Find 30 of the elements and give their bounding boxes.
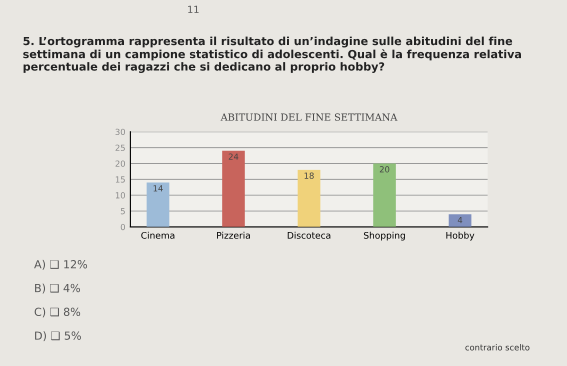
bar (298, 170, 320, 227)
text: B) ❑ 4% (35, 284, 80, 294)
data-label: 24 (228, 153, 238, 160)
y-tick-label: 15 (116, 176, 125, 183)
bar (373, 163, 396, 227)
text: contrario scelto (465, 344, 530, 350)
x-tick-label: Cinema (141, 232, 174, 239)
text: C) ❑ 8% (34, 307, 80, 318)
bar (448, 214, 472, 227)
y-tick-label: 10 (116, 192, 125, 198)
data-label: 4 (458, 217, 462, 224)
text: 11 (188, 6, 199, 13)
y-tick-label: 5 (120, 208, 125, 214)
x-tick-label: Discoteca (288, 232, 330, 239)
y-tick-label: 0 (120, 224, 125, 230)
x-tick-label: Pizzeria (217, 232, 250, 239)
y-tick-label: 25 (116, 144, 125, 151)
data-label: 14 (154, 185, 163, 192)
data-label: 20 (380, 166, 390, 172)
text: A) ❑ 12% (34, 260, 88, 270)
x-tick-label: Hobby (446, 232, 474, 241)
text: 5. L’ortogramma rappresenta il risultato di un’indagine sulle abitudini del fine settimana di un campione statistico di adolescenti. Qual è la frequenza relativa percentuale dei ragazzi che si dedicano al proprio hobby? (23, 36, 521, 73)
bar (146, 182, 170, 227)
y-tick-label: 30 (116, 128, 125, 136)
text: D) ❑ 5% (35, 331, 81, 342)
bar (222, 150, 245, 227)
chart-title: ABITUDINI DEL FINE SETTIMANA (220, 113, 398, 121)
x-tick-label: Shopping (364, 232, 405, 241)
data-label: 18 (304, 172, 314, 179)
y-tick-label: 20 (116, 160, 125, 167)
